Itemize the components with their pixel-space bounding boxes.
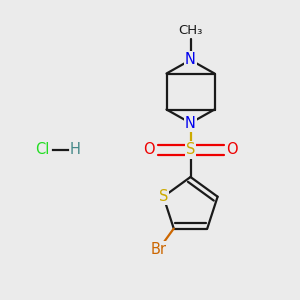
Text: O: O: [226, 142, 238, 158]
Text: N: N: [185, 52, 196, 68]
Text: CH₃: CH₃: [178, 25, 203, 38]
Text: N: N: [185, 116, 196, 130]
Text: S: S: [159, 189, 168, 204]
Text: Cl: Cl: [35, 142, 49, 158]
Text: S: S: [186, 142, 195, 158]
Text: H: H: [70, 142, 80, 158]
Text: O: O: [143, 142, 154, 158]
Text: Br: Br: [151, 242, 167, 257]
